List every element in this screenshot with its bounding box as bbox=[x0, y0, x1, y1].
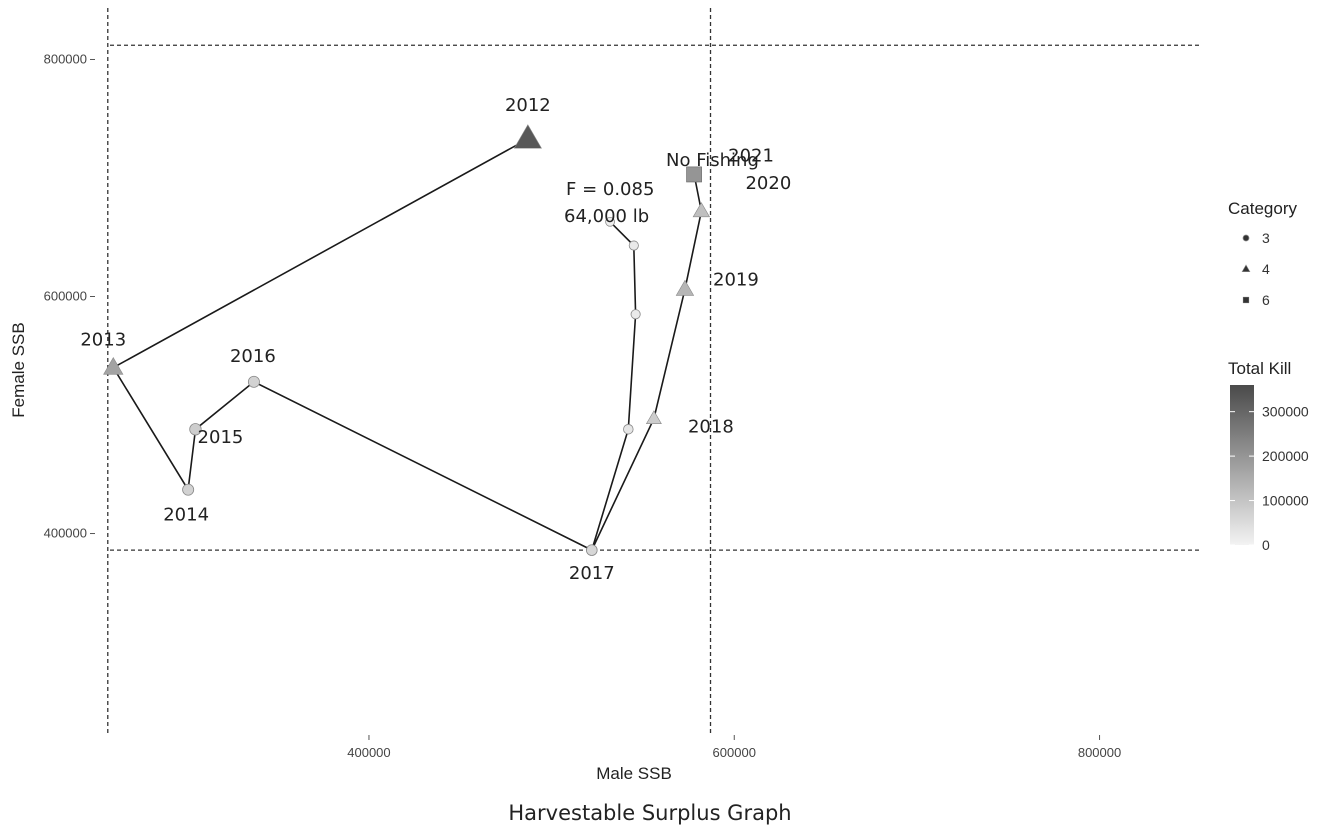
kill-colorbar bbox=[1230, 385, 1254, 545]
annotation-f-value: F = 0.085 bbox=[566, 179, 654, 200]
point-1-2 bbox=[630, 309, 641, 320]
point-label-2017: 2017 bbox=[569, 563, 615, 584]
axes: 400000 600000 800000 400000 600000 800000 bbox=[44, 51, 1122, 760]
point-0-0 bbox=[513, 124, 542, 149]
y-tick-label-2: 800000 bbox=[44, 51, 87, 66]
point-label-2020: 2020 bbox=[745, 173, 791, 194]
legend: Category 3 4 6 Total Kill 300000 200000 1000… bbox=[1228, 199, 1309, 553]
point-label-2015: 2015 bbox=[198, 427, 244, 448]
x-tick-label-0: 400000 bbox=[347, 745, 390, 760]
category-legend-key-0 bbox=[1242, 234, 1250, 242]
category-legend-items: 3 4 6 bbox=[1241, 230, 1270, 308]
category-legend-key-1 bbox=[1241, 264, 1251, 272]
point-1-1 bbox=[623, 424, 634, 435]
point-0-1 bbox=[103, 357, 124, 375]
point-1-4 bbox=[605, 217, 615, 227]
point-0-2 bbox=[182, 483, 195, 496]
kill-legend-ticks: 300000 200000 100000 0 bbox=[1230, 404, 1309, 553]
reference-lines bbox=[107, 8, 1200, 735]
point-0-4 bbox=[247, 375, 260, 388]
point-labels: 2012 2013 2014 2015 2016 2017 2018 2019 2020 2021 bbox=[80, 95, 791, 584]
trajectory-lines bbox=[112, 138, 703, 551]
point-0-3 bbox=[189, 423, 202, 436]
point-2-2 bbox=[675, 279, 695, 296]
series-line-1 bbox=[591, 221, 637, 551]
x-tick-label-2: 800000 bbox=[1078, 745, 1121, 760]
point-1-3 bbox=[628, 240, 639, 251]
point-label-2012: 2012 bbox=[505, 95, 551, 116]
kill-tick-label-0: 300000 bbox=[1262, 404, 1309, 420]
annotation-no-fishing: No Fishing bbox=[666, 150, 759, 171]
legend-kill-title: Total Kill bbox=[1228, 359, 1291, 378]
category-legend-label-2: 6 bbox=[1262, 292, 1270, 308]
legend-category-title: Category bbox=[1228, 199, 1297, 218]
kill-tick-label-1: 200000 bbox=[1262, 448, 1309, 464]
point-label-2013: 2013 bbox=[80, 330, 126, 351]
point-label-2019: 2019 bbox=[713, 269, 759, 290]
series-line-0 bbox=[112, 138, 593, 551]
data-points bbox=[103, 124, 711, 556]
category-legend-key-2 bbox=[1242, 296, 1250, 304]
kill-tick-label-2: 100000 bbox=[1262, 493, 1309, 509]
x-tick-label-1: 600000 bbox=[713, 745, 756, 760]
y-axis-title: Female SSB bbox=[9, 322, 28, 417]
point-label-2016: 2016 bbox=[230, 346, 276, 367]
kill-tick-label-3: 0 bbox=[1262, 537, 1270, 553]
category-legend-label-0: 3 bbox=[1262, 230, 1270, 246]
category-legend-label-1: 4 bbox=[1262, 261, 1270, 277]
point-label-2014: 2014 bbox=[163, 505, 209, 526]
point-label-2021: 2021 bbox=[728, 145, 774, 166]
chart-caption: Harvestable Surplus Graph bbox=[508, 801, 791, 825]
x-axis-title: Male SSB bbox=[596, 764, 672, 783]
point-label-2018: 2018 bbox=[688, 417, 734, 438]
y-tick-label-1: 600000 bbox=[44, 289, 87, 304]
point-2-3 bbox=[692, 202, 711, 218]
point-2-1 bbox=[645, 410, 662, 425]
y-tick-label-0: 400000 bbox=[44, 526, 87, 541]
point-0-5 bbox=[586, 544, 598, 556]
annotation-catch: 64,000 lb bbox=[564, 206, 649, 227]
point-2-4 bbox=[686, 166, 702, 183]
